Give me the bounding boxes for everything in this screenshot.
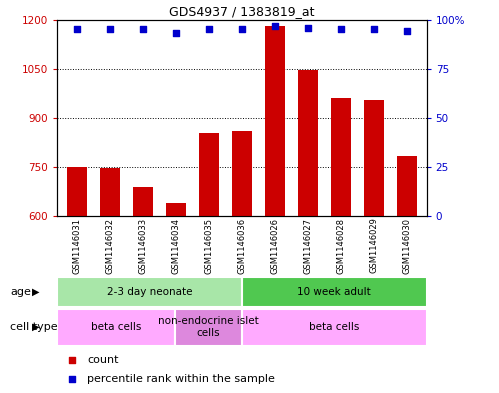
Point xyxy=(337,26,345,33)
Bar xyxy=(397,156,417,393)
Text: percentile rank within the sample: percentile rank within the sample xyxy=(87,374,275,384)
Bar xyxy=(232,131,252,393)
Bar xyxy=(166,203,186,393)
Bar xyxy=(199,132,219,393)
Point xyxy=(68,356,76,363)
Bar xyxy=(265,26,285,393)
Text: 2-3 day neonate: 2-3 day neonate xyxy=(107,287,193,297)
Text: beta cells: beta cells xyxy=(91,322,141,332)
Point xyxy=(73,26,81,33)
Bar xyxy=(331,98,351,393)
Text: ▶: ▶ xyxy=(32,287,40,297)
Bar xyxy=(175,309,242,346)
Bar xyxy=(57,309,175,346)
Text: age: age xyxy=(10,287,31,297)
Point xyxy=(172,30,180,37)
Point xyxy=(139,26,147,33)
Point xyxy=(205,26,213,33)
Point xyxy=(370,26,378,33)
Bar xyxy=(242,309,427,346)
Title: GDS4937 / 1383819_at: GDS4937 / 1383819_at xyxy=(169,6,315,18)
Point xyxy=(403,28,411,35)
Point xyxy=(271,22,279,29)
Bar xyxy=(242,277,427,307)
Bar xyxy=(133,187,153,393)
Text: ▶: ▶ xyxy=(32,322,40,332)
Text: non-endocrine islet
cells: non-endocrine islet cells xyxy=(158,316,259,338)
Bar xyxy=(57,277,242,307)
Point xyxy=(68,376,76,382)
Point xyxy=(304,24,312,31)
Text: cell type: cell type xyxy=(10,322,57,332)
Text: count: count xyxy=(87,354,118,365)
Bar xyxy=(298,70,318,393)
Bar xyxy=(67,167,87,393)
Text: 10 week adult: 10 week adult xyxy=(297,287,371,297)
Point xyxy=(238,26,246,33)
Bar xyxy=(100,168,120,393)
Bar xyxy=(364,100,384,393)
Text: beta cells: beta cells xyxy=(309,322,359,332)
Point xyxy=(106,26,114,33)
